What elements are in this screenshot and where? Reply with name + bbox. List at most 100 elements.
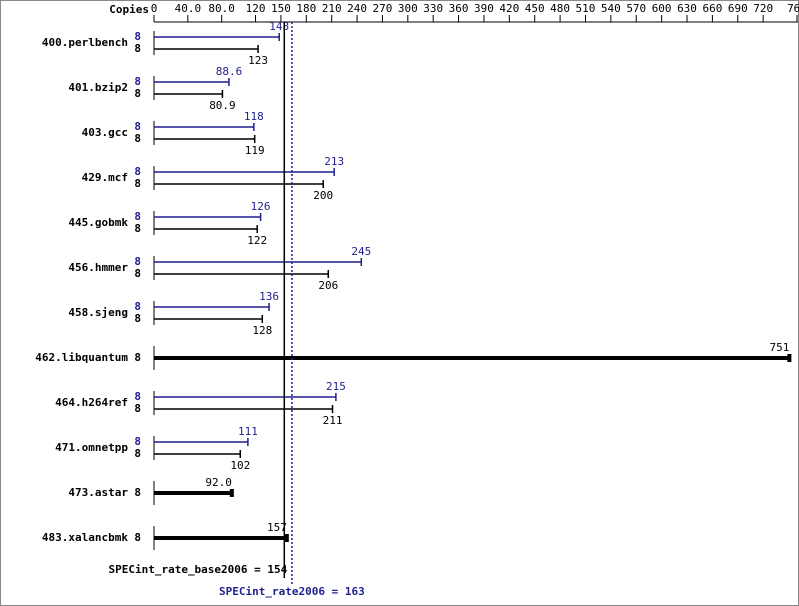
benchmark-name: 403.gcc [82, 126, 128, 139]
value-label: 211 [323, 414, 343, 427]
x-tick-label: 760 [787, 2, 799, 15]
copies: 8 [134, 222, 141, 235]
bar-base [154, 180, 324, 188]
bar-peak [154, 303, 270, 311]
benchmark-name: 456.hmmer [68, 261, 128, 274]
x-tick-label: 450 [525, 2, 545, 15]
copies: 8 [134, 300, 141, 313]
value-label: 88.6 [216, 65, 243, 78]
bar-base [154, 534, 289, 542]
value-label: 123 [248, 54, 268, 67]
x-tick-label: 660 [702, 2, 722, 15]
x-tick-label: 540 [601, 2, 621, 15]
x-tick-label: 630 [677, 2, 697, 15]
bar-base [154, 450, 242, 458]
x-tick-label: 360 [449, 2, 469, 15]
value-label: 136 [259, 290, 279, 303]
copies: 8 [134, 531, 141, 544]
bar-base [154, 405, 334, 413]
x-tick-label: 420 [499, 2, 519, 15]
x-tick-label: 480 [550, 2, 570, 15]
copies: 8 [134, 120, 141, 133]
bar-base [154, 45, 259, 53]
copies: 8 [134, 177, 141, 190]
x-tick-label: 690 [728, 2, 748, 15]
benchmark-name: 429.mcf [82, 171, 128, 184]
copies: 8 [134, 132, 141, 145]
base-metric-label: SPECint_rate_base2006 = 154 [108, 563, 287, 576]
copies: 8 [134, 255, 141, 268]
benchmark-name: 473.astar [68, 486, 128, 499]
value-label: 92.0 [205, 476, 232, 489]
copies: 8 [134, 165, 141, 178]
value-label: 126 [251, 200, 271, 213]
bar-base [154, 90, 224, 98]
x-tick-label: 390 [474, 2, 494, 15]
value-label: 200 [313, 189, 333, 202]
x-tick-label: 330 [423, 2, 443, 15]
x-tick-label: 0 [151, 2, 158, 15]
bar-base [154, 135, 256, 143]
copies: 8 [134, 486, 141, 499]
bar-base [154, 354, 792, 362]
bar-peak [154, 168, 335, 176]
bar-peak [154, 438, 249, 446]
peak-metric-label: SPECint_rate2006 = 163 [219, 585, 365, 598]
copies: 8 [134, 312, 141, 325]
axis-title: Copies [109, 3, 149, 16]
benchmark-name: 458.sjeng [68, 306, 128, 319]
value-label: 148 [269, 20, 289, 33]
benchmark-name: 401.bzip2 [68, 81, 128, 94]
bar-base [154, 315, 264, 323]
value-label: 245 [351, 245, 371, 258]
x-tick-label: 120 [246, 2, 266, 15]
value-label: 122 [247, 234, 267, 247]
x-tick-label: 570 [626, 2, 646, 15]
copies: 8 [134, 267, 141, 280]
x-tick-label: 600 [652, 2, 672, 15]
value-label: 80.9 [209, 99, 236, 112]
copies: 8 [134, 402, 141, 415]
benchmark-name: 400.perlbench [42, 36, 128, 49]
x-tick-label: 510 [576, 2, 596, 15]
x-tick-label: 270 [372, 2, 392, 15]
benchmark-name: 445.gobmk [68, 216, 128, 229]
value-label: 157 [267, 521, 287, 534]
x-tick-label: 40.0 [175, 2, 202, 15]
x-tick-label: 240 [347, 2, 367, 15]
value-label: 206 [318, 279, 338, 292]
copies: 8 [134, 87, 141, 100]
benchmark-name: 462.libquantum [35, 351, 128, 364]
value-label: 215 [326, 380, 346, 393]
x-tick-label: 150 [271, 2, 291, 15]
bar-peak [154, 393, 337, 401]
bar-peak [154, 123, 255, 131]
x-tick-label: 180 [296, 2, 316, 15]
value-label: 102 [230, 459, 250, 472]
copies: 8 [134, 447, 141, 460]
value-label: 118 [244, 110, 264, 123]
bar-base [154, 489, 234, 497]
value-label: 119 [245, 144, 265, 157]
value-label: 111 [238, 425, 258, 438]
copies: 8 [134, 351, 141, 364]
bar-base [154, 270, 330, 278]
benchmark-name: 464.h264ref [55, 396, 128, 409]
copies: 8 [134, 30, 141, 43]
benchmark-name: 483.xalancbmk [42, 531, 128, 544]
value-label: 213 [324, 155, 344, 168]
copies: 8 [134, 390, 141, 403]
bar-peak [154, 33, 280, 41]
copies: 8 [134, 435, 141, 448]
x-tick-label: 720 [753, 2, 773, 15]
bar-peak [154, 213, 262, 221]
bar-base [154, 225, 258, 233]
value-label: 751 [770, 341, 790, 354]
x-tick-label: 300 [398, 2, 418, 15]
bar-peak [154, 78, 230, 86]
copies: 8 [134, 42, 141, 55]
x-tick-label: 80.0 [208, 2, 235, 15]
value-label: 128 [252, 324, 272, 337]
